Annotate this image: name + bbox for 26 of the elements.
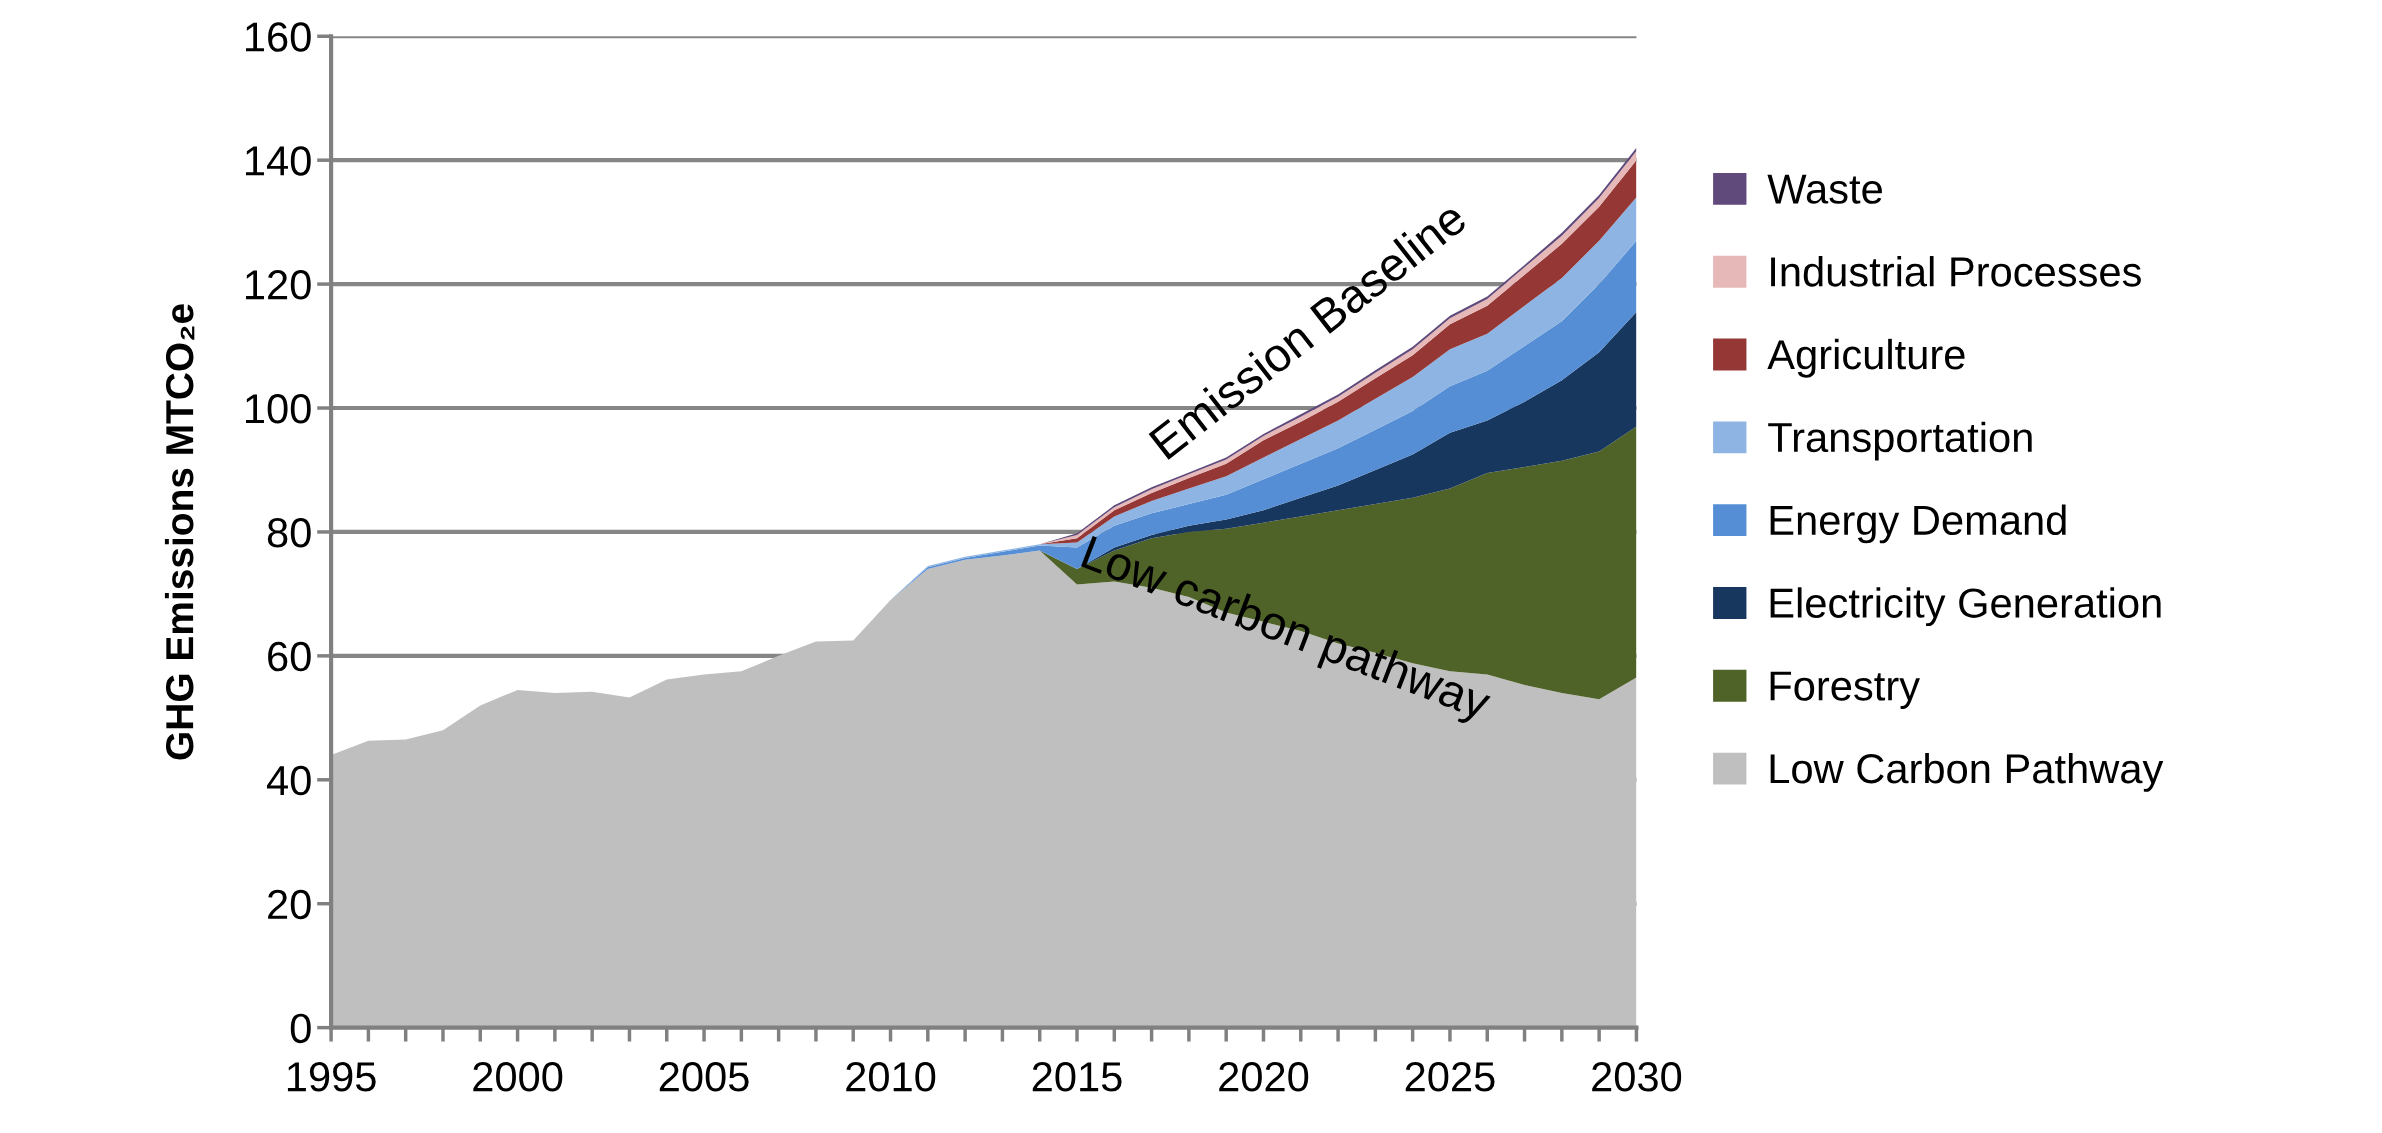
y-tick-label: 0 (290, 1013, 311, 1044)
y-tick-label: 60 (268, 641, 311, 672)
legend-label: Low Carbon Pathway (1770, 752, 2164, 792)
x-tick-label: 2025 (1405, 1062, 1495, 1092)
y-tick-label: 120 (246, 270, 311, 300)
y-axis-title: GHG Emissions MTCO₂e (164, 304, 195, 760)
legend-label: Agriculture (1767, 338, 1965, 378)
x-tick-label: 2020 (1219, 1062, 1309, 1092)
y-tick-label: 100 (246, 394, 311, 424)
x-tick-label: 2005 (659, 1062, 749, 1092)
y-tick-label: 80 (267, 517, 311, 548)
y-tick-label: 20 (268, 889, 311, 920)
x-tick-label: 2000 (473, 1062, 563, 1092)
y-tick-label: 140 (246, 146, 311, 176)
legend-label: Waste (1767, 174, 1882, 204)
x-tick-label: 2015 (1032, 1062, 1122, 1092)
y-tick-label: 40 (266, 765, 311, 796)
legend-label: Electricity Generation (1770, 587, 2161, 627)
y-tick-label: 160 (246, 22, 311, 52)
x-tick-label: 2030 (1592, 1062, 1682, 1092)
x-tick-label: 2010 (846, 1062, 936, 1092)
x-tick-label: 1995 (287, 1062, 376, 1092)
legend-label: Forestry (1770, 671, 1920, 709)
legend-label: Energy Demand (1770, 504, 2066, 544)
legend-label: Industrial Processes (1771, 256, 2141, 287)
legend-label: Transportation (1768, 421, 2032, 461)
